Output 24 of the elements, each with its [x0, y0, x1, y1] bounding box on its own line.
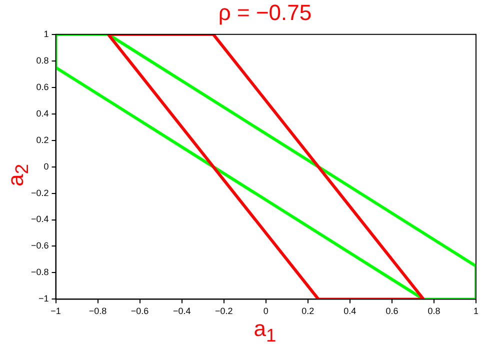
x-tick-label: −0.6 [130, 306, 149, 316]
x-tick-label: 0.4 [344, 306, 356, 316]
y-tick-label: 1 [44, 28, 49, 39]
x-tick-label: 0 [263, 306, 268, 316]
x-axis-title: a$_{1}$ [252, 316, 278, 346]
y-tick-label: 0 [44, 161, 49, 172]
y-tick-label: 0.4 [36, 108, 49, 118]
x-tick-label: −0.2 [214, 306, 233, 316]
chart-title: ρ = −0.75 [217, 0, 313, 26]
y-tick-label: 0.8 [36, 55, 49, 66]
y-tick-label: 0.6 [36, 82, 49, 92]
y-tick-label: −0.4 [30, 214, 49, 224]
x-tick-label: −1 [50, 306, 61, 316]
x-tick-label: 0.8 [428, 306, 440, 316]
x-tick-label: 1 [473, 306, 479, 316]
x-tick-label: 0.2 [302, 306, 314, 316]
x-tick-label: 0.6 [386, 306, 398, 316]
y-tick-label: −0.2 [30, 188, 49, 198]
y-tick-label: 0.2 [36, 134, 49, 145]
y-tick-label: −1 [38, 294, 49, 304]
y-tick-label: −0.8 [30, 267, 49, 278]
x-tick-label: −0.8 [88, 306, 107, 316]
x-tick-label: −0.4 [172, 306, 191, 316]
y-tick-label: −0.6 [30, 240, 49, 251]
